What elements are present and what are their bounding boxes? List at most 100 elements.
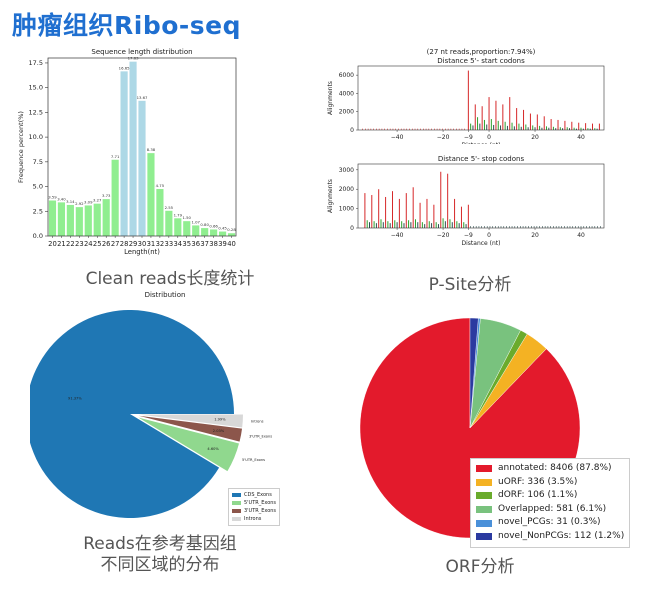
- bar: [111, 159, 119, 236]
- length-distribution-chart: Sequence length distribution 0.0 2.5 5.0 7.5…: [17, 48, 237, 256]
- orf-legend-overlapped: Overlapped: 581 (6.1%): [476, 503, 624, 517]
- psite-title: Distance 5'- stop codons: [438, 155, 525, 163]
- bar-value-label: 8.38: [147, 147, 156, 152]
- x-tick-label: 37: [200, 240, 209, 248]
- bar: [84, 205, 92, 236]
- bar: [75, 207, 83, 236]
- pie-slice: [30, 310, 234, 518]
- distribution-legend: CDS_Exons 5'UTR_Exons 3'UTR_Exons Intron…: [228, 488, 281, 526]
- x-tick-label: 40: [577, 232, 585, 239]
- plot-frame: [47, 57, 237, 237]
- x-tick-label: 21: [57, 240, 66, 248]
- length-chart-title: Sequence length distribution: [91, 48, 192, 56]
- orf-legend-dorf: dORF: 106 (1.1%): [476, 489, 624, 503]
- y-tick-label: 0.0: [33, 232, 43, 240]
- y-axis-label: Alignments: [327, 81, 334, 115]
- bar-value-label: 3.27: [93, 198, 102, 203]
- dist-swatch: [232, 493, 241, 497]
- bar: [192, 225, 200, 236]
- bar: [210, 229, 218, 236]
- pie-slice: [138, 415, 243, 442]
- orf-swatch: [476, 506, 492, 514]
- x-tick-label: 40: [227, 240, 236, 248]
- pie-category-label: 5'UTR_Exons: [242, 458, 265, 462]
- pie-value-label: 4.60%: [207, 447, 219, 451]
- x-tick-label: 20: [531, 134, 539, 141]
- caption-orf: ORF分析: [445, 557, 515, 577]
- bar-value-label: 3.14: [66, 199, 75, 204]
- x-tick-label: 30: [138, 240, 147, 248]
- x-axis-label: Length(nt): [124, 248, 160, 256]
- bar: [102, 199, 110, 236]
- psite-start-chart: (27 nt reads,proportion:7.94%)Distance 5…: [327, 48, 605, 144]
- x-tick-label: 0: [487, 232, 491, 239]
- y-tick-label: 0: [350, 225, 354, 232]
- bar: [57, 202, 66, 236]
- x-tick-label: 35: [182, 240, 191, 248]
- bar-value-label: 13.67: [137, 95, 148, 100]
- x-tick-label: −20: [437, 232, 450, 239]
- bar: [66, 204, 74, 236]
- bar: [218, 231, 227, 236]
- pie-slice: [469, 317, 479, 429]
- x-tick-label: −20: [437, 134, 450, 141]
- bar-value-label: 7.71: [111, 154, 120, 159]
- pie-category-label: 3'UTR_Exons: [249, 434, 272, 438]
- pie-slice: [138, 414, 243, 428]
- bar: [156, 189, 164, 236]
- y-tick-label: 2000: [339, 109, 354, 116]
- y-tick-label: 7.5: [33, 158, 43, 166]
- bar-value-label: 16.65: [119, 65, 130, 70]
- x-axis-label: Distance (nt): [462, 142, 501, 144]
- orf-swatch: [476, 465, 492, 473]
- y-tick-label: 12.5: [29, 108, 43, 116]
- plot-frame: [357, 163, 605, 229]
- x-tick-label: 24: [84, 240, 93, 248]
- bar-value-label: 4.75: [156, 183, 165, 188]
- caption-length: Clean reads长度统计: [85, 269, 255, 289]
- caption-reads: Reads在参考基因组 不同区域的分布: [50, 534, 270, 576]
- y-tick-label: 5.0: [33, 183, 43, 191]
- bar-value-label: 3.59: [48, 194, 57, 199]
- x-tick-label: 31: [147, 240, 156, 248]
- pie-category-label: Introns: [251, 419, 264, 423]
- bar-value-label: 3.40: [57, 196, 66, 201]
- orf-swatch: [476, 519, 492, 527]
- orf-legend-uorf: uORF: 336 (3.5%): [476, 476, 624, 490]
- bar-value-label: 1.50: [183, 215, 192, 220]
- x-tick-label: 32: [156, 240, 165, 248]
- x-tick-label: 25: [93, 240, 102, 248]
- bar-value-label: 2.92: [75, 201, 84, 206]
- orf-swatch: [476, 478, 492, 486]
- caption-reads-line2: 不同区域的分布: [100, 555, 220, 575]
- bar: [120, 71, 128, 236]
- bar: [183, 221, 191, 236]
- bar-value-label: 0.45: [218, 226, 227, 231]
- bar: [48, 200, 57, 236]
- x-tick-label: 20: [48, 240, 57, 248]
- orf-legend-novel-nonpcgs: novel_NonPCGs: 112 (1.2%): [476, 530, 624, 544]
- psite-stop-chart: Distance 5'- stop codons 0 1000 2000 3000 −40…: [327, 155, 605, 247]
- y-tick-label: 1000: [339, 206, 354, 213]
- caption-psite: P-Site分析: [428, 275, 512, 295]
- x-tick-label: 40: [577, 134, 585, 141]
- dist-legend-cds: CDS_Exons: [232, 491, 276, 499]
- bar: [165, 210, 173, 236]
- pie-slice: [138, 417, 239, 472]
- y-axis-label: Alignments: [327, 179, 334, 213]
- orf-legend: annotated: 8406 (87.8%) uORF: 336 (3.5%)…: [470, 458, 631, 548]
- y-tick-label: 10.0: [29, 133, 43, 141]
- plot-frame: [357, 65, 605, 131]
- x-tick-label: −9: [464, 134, 473, 141]
- x-tick-label: −40: [391, 134, 404, 141]
- dist-swatch: [232, 517, 241, 521]
- x-tick-label: 22: [66, 240, 75, 248]
- psite-title: Distance 5'- start codons: [437, 57, 525, 65]
- caption-reads-line1: Reads在参考基因组: [83, 534, 237, 554]
- pie-value-label: 1.99%: [214, 418, 226, 422]
- x-tick-label: 34: [173, 240, 182, 248]
- y-tick-label: 2.5: [33, 207, 43, 215]
- bar-value-label: 0.28: [227, 227, 236, 232]
- orf-swatch: [476, 533, 492, 541]
- bar-value-label: 2.55: [165, 205, 174, 210]
